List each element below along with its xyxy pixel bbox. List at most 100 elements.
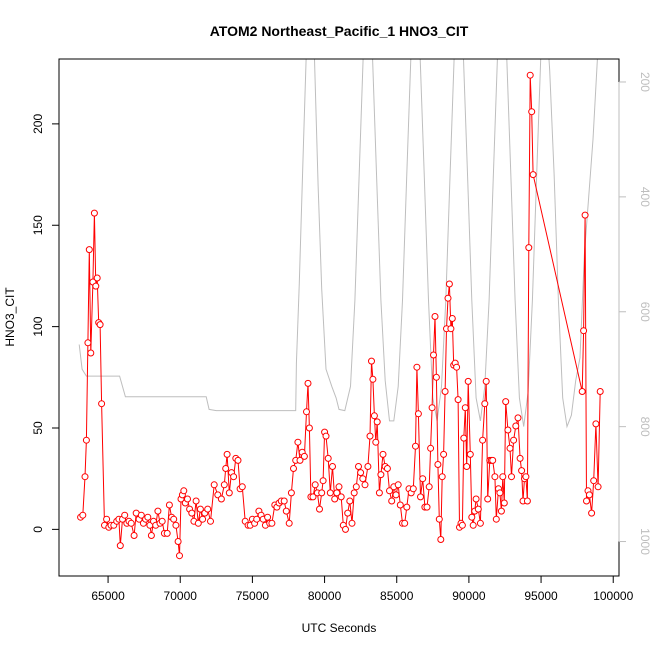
data-point (180, 487, 188, 495)
data-point (230, 473, 238, 481)
data-point (466, 450, 474, 458)
x-tick-label: 95000 (524, 589, 558, 603)
data-point (163, 529, 171, 537)
data-point (448, 315, 456, 322)
data-point (460, 434, 468, 442)
data-point (127, 519, 135, 527)
x-tick-label: 85000 (380, 589, 414, 603)
data-point (472, 495, 480, 503)
data-point (469, 521, 477, 529)
data-point (403, 503, 411, 511)
data-point (184, 495, 191, 503)
data-point (445, 280, 453, 288)
data-point (361, 481, 369, 489)
data-point (335, 483, 343, 491)
data-point (223, 450, 231, 458)
data-point (282, 507, 290, 515)
data-point (318, 489, 326, 497)
data-point (268, 519, 276, 527)
data-point (441, 388, 449, 395)
data-point (79, 511, 87, 519)
data-point (90, 209, 98, 217)
data-point (342, 525, 349, 533)
data-point (158, 517, 166, 525)
primary-series-layer (77, 71, 604, 560)
data-point (188, 509, 196, 517)
y-tick-label: 200 (31, 114, 45, 134)
data-point (280, 497, 288, 505)
data-point (430, 351, 437, 359)
data-point (346, 497, 354, 505)
data-point (369, 375, 377, 383)
data-point (264, 513, 272, 521)
data-point (326, 489, 334, 497)
data-point (199, 515, 207, 523)
data-point (508, 473, 515, 481)
y2-tick-label: 200 (638, 72, 650, 92)
data-point (596, 388, 604, 395)
data-point (394, 481, 402, 489)
data-point (304, 379, 312, 387)
data-point (379, 450, 387, 458)
data-point (165, 501, 173, 509)
data-point (482, 377, 490, 385)
data-point (333, 489, 341, 497)
data-point (217, 495, 225, 503)
y-tick-label: 50 (31, 421, 45, 435)
data-point (396, 501, 404, 509)
data-point (437, 536, 445, 543)
data-point (440, 450, 448, 458)
data-point (370, 412, 378, 420)
data-point (528, 108, 536, 116)
data-point (172, 521, 180, 529)
data-point (423, 503, 431, 511)
data-point (479, 436, 487, 444)
data-point (392, 491, 400, 499)
data-point (529, 171, 537, 179)
data-point (590, 477, 598, 485)
y2-tick-label: 1000 (638, 528, 650, 555)
data-point (504, 426, 512, 434)
secondary-y-axis: 200 400 600 800 1000 (618, 72, 650, 555)
x-tick-label: 100000 (593, 589, 633, 603)
data-point (496, 489, 504, 497)
data-point (499, 473, 507, 481)
data-point (352, 483, 360, 491)
data-point (522, 473, 530, 481)
data-point (303, 408, 310, 416)
data-point (174, 538, 182, 545)
data-point (444, 294, 452, 302)
data-point (377, 471, 385, 479)
data-point (103, 515, 111, 523)
data-point (458, 521, 466, 529)
y-tick-label: 100 (31, 316, 45, 336)
data-point (425, 483, 433, 491)
data-point (594, 483, 602, 491)
data-point (366, 432, 374, 440)
data-point (514, 414, 522, 422)
y-axis-label: HNO3_CIT (3, 287, 17, 347)
data-point (350, 489, 358, 497)
data-point (287, 489, 295, 497)
data-point (305, 424, 313, 432)
secondary-series-layer (78, 59, 598, 429)
data-point (414, 410, 422, 418)
data-point (373, 418, 381, 426)
data-point (234, 456, 242, 464)
data-point (434, 461, 442, 468)
x-tick-label: 70000 (164, 589, 198, 603)
data-point (431, 313, 439, 320)
data-point (492, 515, 500, 523)
data-point (87, 349, 95, 357)
data-point (474, 505, 482, 513)
data-point (580, 327, 588, 335)
data-point (526, 71, 534, 79)
data-point (438, 473, 446, 481)
data-point (512, 422, 520, 430)
data-point (92, 282, 100, 290)
data-point (375, 489, 383, 497)
data-point (481, 400, 489, 408)
data-point (417, 493, 424, 501)
